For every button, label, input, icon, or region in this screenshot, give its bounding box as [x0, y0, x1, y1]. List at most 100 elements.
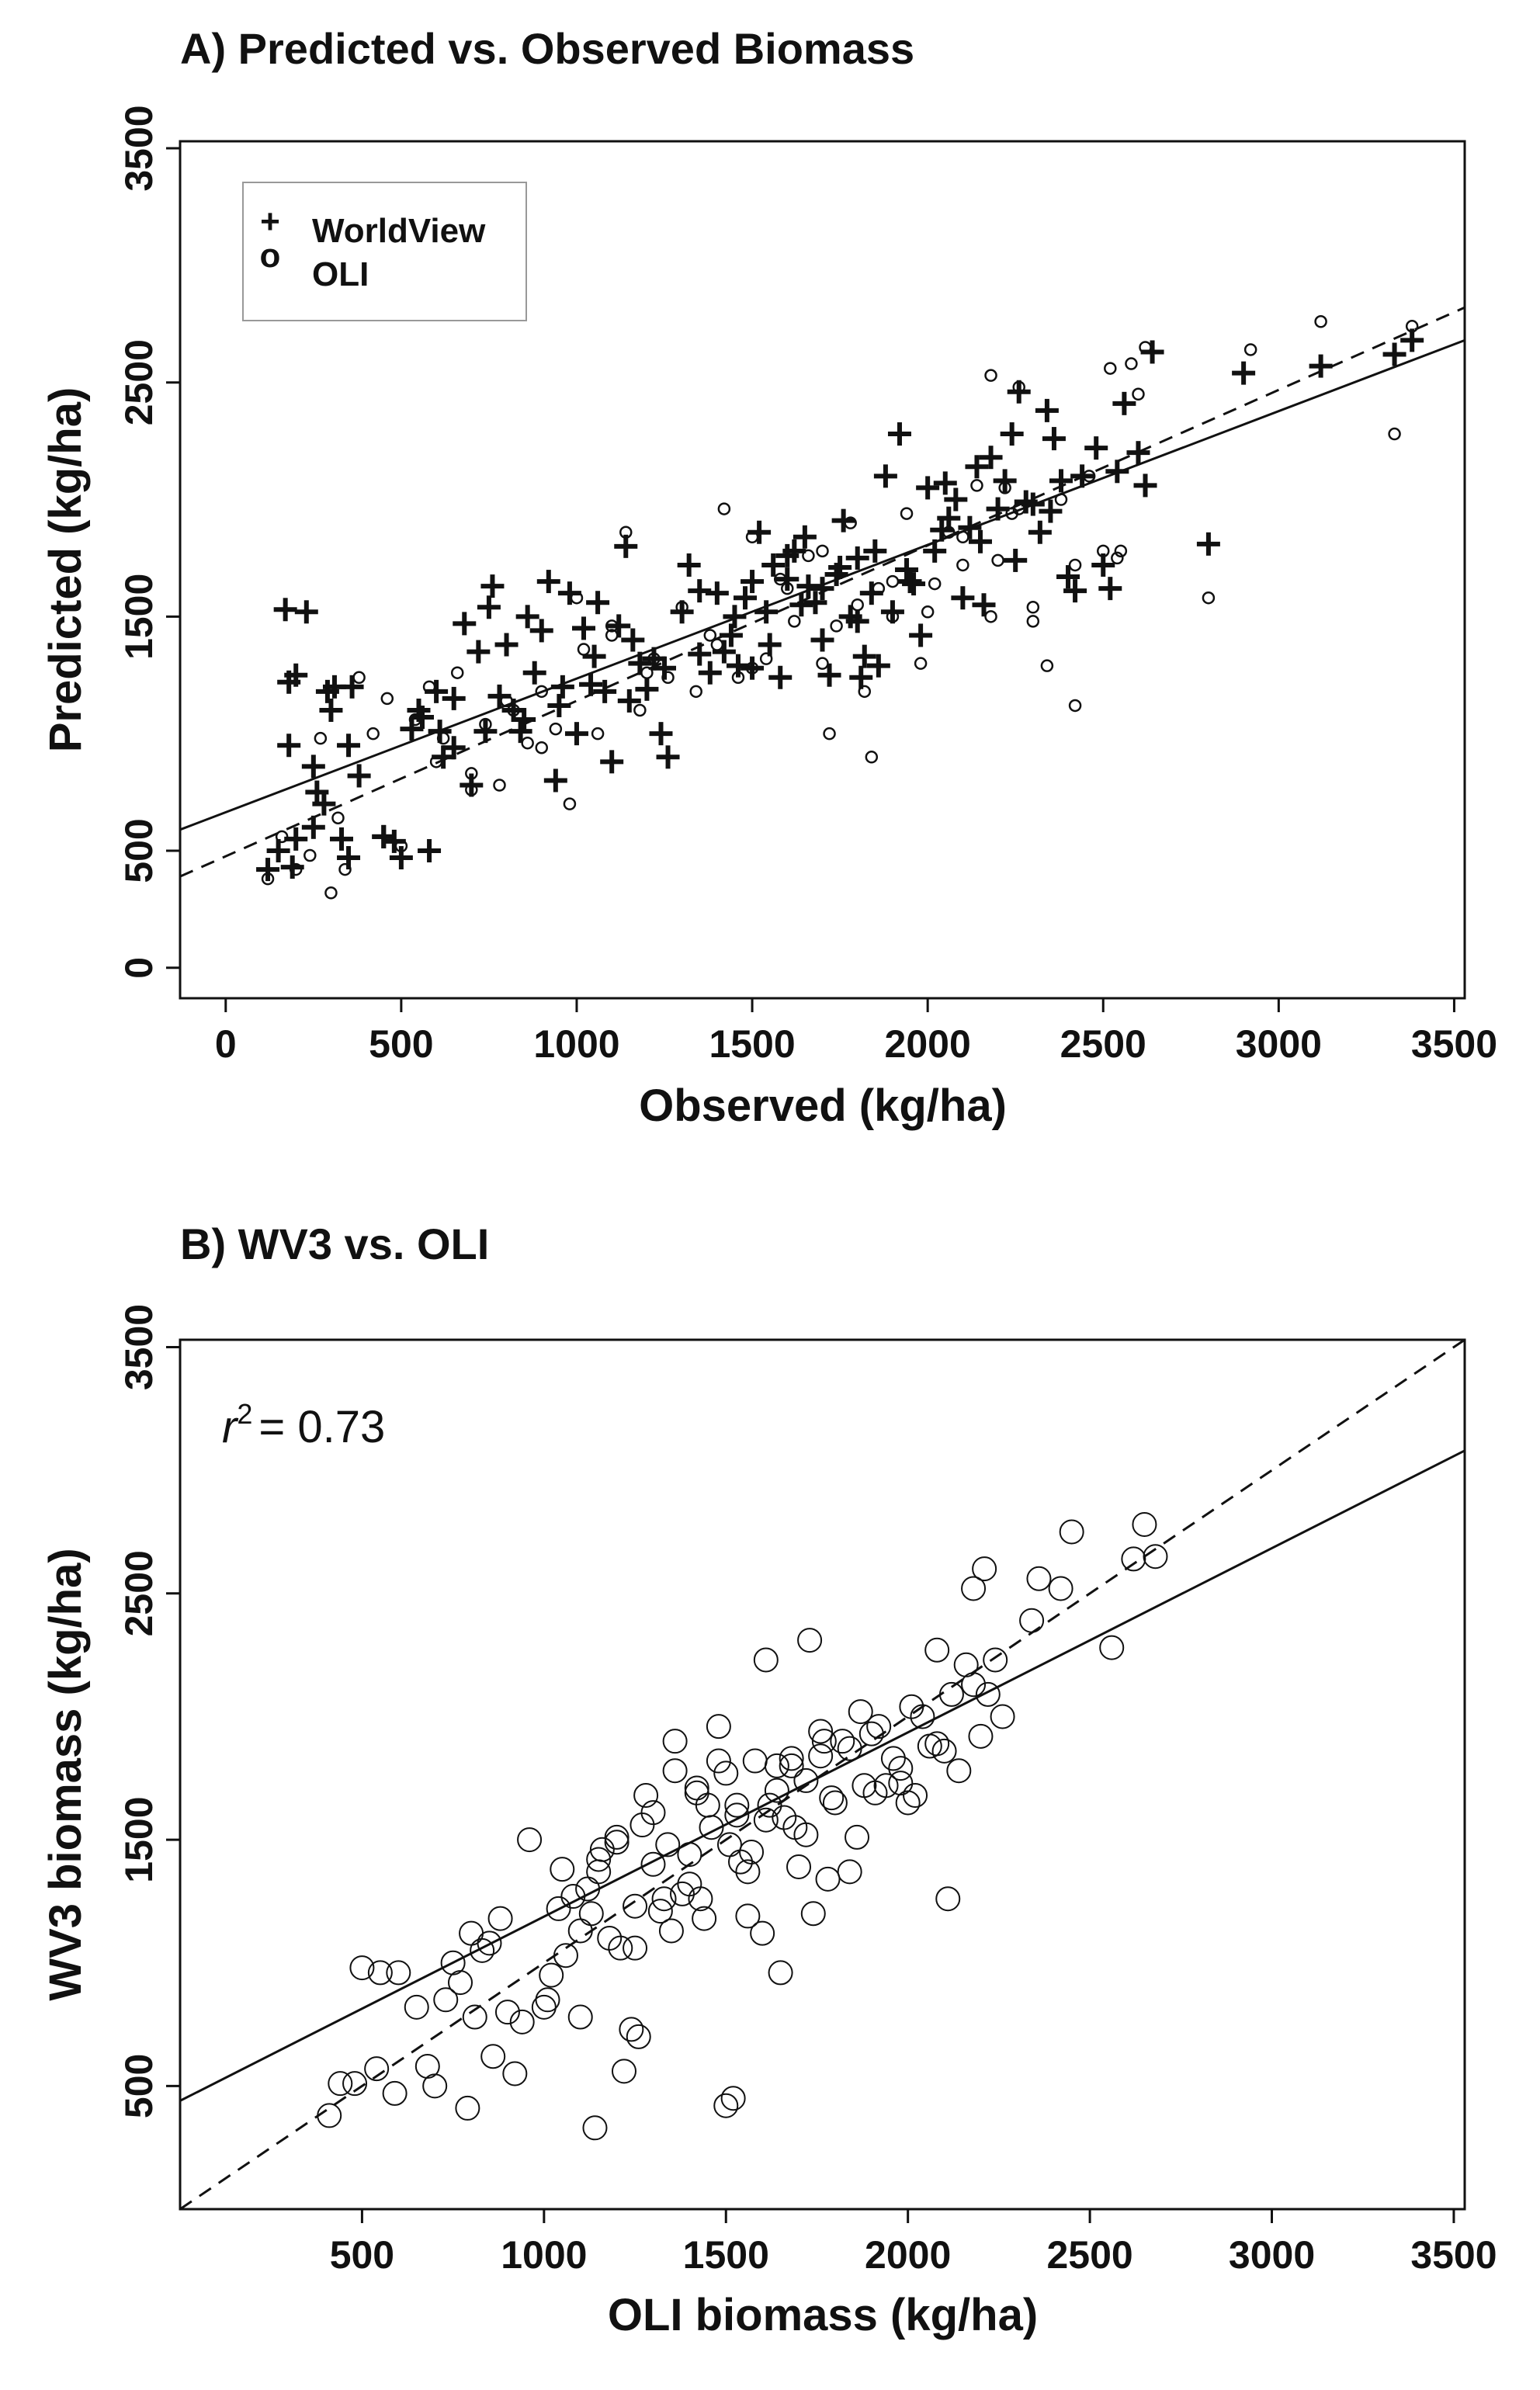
point-worldview — [1063, 579, 1087, 603]
point-worldview — [1021, 492, 1045, 516]
point-oli-vs-wv3 — [517, 1827, 543, 1853]
point-oli-vs-wv3 — [793, 1767, 819, 1793]
point-oli-vs-wv3 — [317, 2103, 342, 2128]
point-worldview — [1112, 391, 1136, 415]
point-oli — [921, 605, 935, 619]
point-oli-vs-wv3 — [414, 2053, 440, 2079]
point-oli — [521, 736, 534, 750]
x-tick-label: 500 — [330, 2233, 394, 2277]
point-oli-vs-wv3 — [753, 1647, 779, 1673]
point-oli — [507, 703, 520, 717]
point-oli-vs-wv3 — [546, 1896, 571, 1921]
point-oli-vs-wv3 — [1121, 1546, 1146, 1572]
point-worldview — [719, 623, 743, 647]
legend-worldview-symbol: + — [260, 203, 280, 241]
point-oli-vs-wv3 — [539, 1962, 564, 1988]
point-oli — [303, 848, 317, 862]
point-worldview — [796, 574, 820, 598]
point-oli — [802, 549, 815, 563]
point-oli-vs-wv3 — [440, 1950, 466, 1975]
point-worldview — [979, 446, 1003, 470]
point-oli — [314, 731, 328, 745]
point-oli — [823, 727, 836, 741]
point-oli-vs-wv3 — [862, 1780, 888, 1806]
point-oli — [429, 755, 443, 768]
point-oli-vs-wv3 — [793, 1822, 819, 1847]
point-oli-vs-wv3 — [509, 2009, 535, 2034]
point-oli-vs-wv3 — [961, 1672, 987, 1698]
point-oli — [493, 779, 506, 792]
point-oli — [366, 727, 380, 741]
point-worldview — [617, 689, 641, 713]
point-oli — [1125, 357, 1138, 370]
point-worldview — [340, 675, 364, 699]
point-worldview — [775, 543, 799, 567]
point-oli-vs-wv3 — [1099, 1635, 1125, 1660]
point-oli — [1040, 659, 1054, 672]
point-worldview — [564, 722, 588, 746]
point-worldview — [607, 614, 631, 638]
point-worldview — [887, 422, 911, 446]
point-oli-vs-wv3 — [669, 1881, 695, 1906]
point-oli-vs-wv3 — [903, 1782, 928, 1808]
y-tick-label: 0 — [117, 957, 161, 979]
point-worldview — [1382, 342, 1406, 366]
point-worldview — [284, 827, 308, 851]
panel-b-ticks: 500 1000 1500 2000 2500 3000 3500 500 1500 2500 35… — [117, 1304, 1497, 2277]
point-oli-vs-wv3 — [386, 1960, 411, 1986]
point-oli — [886, 574, 900, 588]
point-worldview — [593, 679, 617, 703]
point-oli-vs-wv3 — [808, 1743, 834, 1769]
point-oli-vs-wv3 — [553, 1943, 578, 1969]
point-oli — [535, 685, 549, 699]
point-worldview — [754, 600, 779, 624]
point-oli-vs-wv3 — [459, 1920, 484, 1946]
point-oli — [984, 369, 997, 382]
point-worldview — [389, 846, 413, 870]
point-worldview — [550, 675, 574, 699]
point-worldview — [758, 633, 782, 657]
point-oli-vs-wv3 — [924, 1637, 950, 1663]
point-oli — [1068, 558, 1082, 572]
point-oli-vs-wv3 — [367, 1960, 393, 1986]
point-worldview — [319, 698, 343, 722]
point-oli — [1026, 601, 1040, 614]
point-oli-vs-wv3 — [713, 2093, 739, 2118]
point-oli-vs-wv3 — [692, 1906, 717, 1931]
point-oli-vs-wv3 — [1026, 1566, 1052, 1591]
point-oli — [1012, 380, 1025, 394]
point-worldview — [266, 838, 290, 862]
point-oli-vs-wv3 — [899, 1694, 924, 1719]
point-oli-vs-wv3 — [567, 1918, 593, 1944]
r-squared-value: = 0.73 — [258, 1402, 385, 1452]
point-oli — [1104, 362, 1117, 375]
point-worldview — [688, 642, 712, 666]
point-oli — [605, 619, 619, 633]
point-worldview — [1196, 532, 1220, 556]
point-oli-vs-wv3 — [604, 1830, 630, 1855]
point-oli — [1132, 387, 1145, 401]
point-oli — [422, 680, 436, 694]
point-worldview — [965, 455, 989, 479]
point-oli-vs-wv3 — [753, 1807, 779, 1833]
y-tick-label: 2500 — [117, 339, 161, 425]
point-worldview — [898, 570, 922, 594]
point-oli-vs-wv3 — [735, 1903, 761, 1929]
point-oli-vs-wv3 — [946, 1758, 972, 1784]
point-oli-vs-wv3 — [764, 1778, 789, 1803]
point-worldview — [741, 570, 765, 594]
point-oli-vs-wv3 — [917, 1733, 942, 1759]
point-worldview — [698, 661, 722, 685]
panel-a-y-axis-label: Predicted (kg/ha) — [40, 387, 91, 753]
point-worldview — [635, 677, 659, 701]
point-worldview — [1042, 427, 1066, 451]
point-worldview — [968, 529, 992, 553]
point-oli-vs-wv3 — [724, 1792, 750, 1818]
point-worldview — [515, 605, 539, 629]
point-oli-vs-wv3 — [779, 1746, 804, 1771]
point-oli-vs-wv3 — [768, 1960, 793, 1986]
point-worldview — [793, 525, 817, 549]
point-oli — [900, 507, 914, 520]
point-oli-vs-wv3 — [786, 1854, 812, 1879]
point-oli-vs-wv3 — [800, 1901, 826, 1927]
